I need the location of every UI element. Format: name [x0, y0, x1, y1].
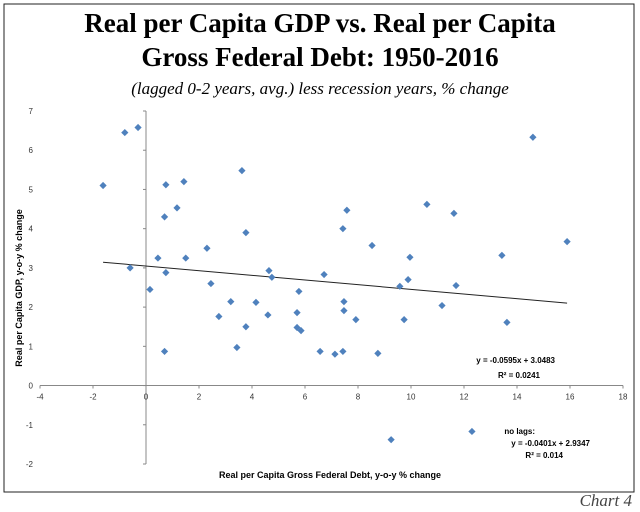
point: [238, 167, 246, 175]
x-tick-label: 8: [356, 393, 361, 402]
x-axis-label: Real per Capita Gross Federal Debt, y-o-…: [219, 470, 441, 480]
point: [126, 264, 134, 272]
point: [146, 285, 154, 294]
point: [154, 254, 162, 262]
y-tick-label: 0: [29, 382, 34, 391]
frame: [3, 3, 635, 493]
x-tick-label: 6: [303, 393, 308, 402]
y-tick-label: -1: [26, 421, 34, 430]
x-tick-label: 12: [460, 393, 469, 402]
point: [387, 436, 395, 444]
point: [374, 349, 382, 357]
point: [265, 267, 273, 275]
trend-r2: R² = 0.0241: [498, 371, 541, 380]
point: [162, 181, 170, 189]
point: [352, 316, 360, 324]
point: [293, 323, 301, 332]
point: [207, 279, 215, 288]
x-tick-label: 10: [407, 393, 416, 402]
x-tick-label: 2: [197, 393, 202, 402]
point: [295, 287, 303, 296]
point: [320, 270, 328, 279]
y-tick-label: 5: [29, 185, 34, 194]
y-tick-label: 1: [29, 342, 34, 351]
point: [340, 298, 348, 306]
point: [406, 253, 414, 261]
point: [293, 309, 301, 317]
x-tick-label: -2: [89, 393, 97, 402]
annotation: y = -0.0401x + 2.9347: [511, 439, 590, 448]
point: [252, 298, 260, 307]
point: [242, 228, 250, 237]
point: [264, 311, 272, 319]
y-tick-label: 3: [29, 264, 34, 273]
x-tick-label: 0: [144, 393, 149, 402]
y-axis-label: Real per Capita GDP, y-o-y % change: [14, 209, 24, 366]
point: [215, 312, 223, 321]
point: [180, 178, 188, 186]
point: [450, 209, 458, 217]
point: [400, 316, 408, 324]
chart-title: Real per Capita GDP vs. Real per Capita: [84, 8, 556, 38]
y-tick-label: 2: [29, 303, 34, 312]
point: [316, 347, 324, 356]
point: [134, 123, 142, 132]
point: [452, 281, 460, 290]
point: [297, 327, 305, 335]
point: [99, 181, 107, 190]
point: [173, 204, 181, 212]
point: [423, 200, 431, 208]
x-tick-label: 4: [250, 393, 255, 402]
point: [339, 225, 347, 233]
x-tick-label: 14: [513, 393, 522, 402]
point: [121, 128, 129, 137]
point: [233, 343, 241, 352]
point: [396, 282, 404, 290]
x-tick-label: 18: [619, 393, 628, 402]
point: [162, 268, 170, 277]
x-tick-label: 16: [566, 393, 575, 402]
point: [563, 238, 571, 246]
point: [268, 273, 276, 281]
point: [340, 307, 348, 315]
x-tick-label: -4: [36, 393, 44, 402]
point: [182, 254, 190, 262]
footer: Chart 4: [580, 491, 633, 510]
point: [339, 347, 347, 356]
point: [503, 318, 511, 327]
y-tick-label: 4: [29, 225, 34, 234]
trend-equation: y = -0.0595x + 3.0483: [476, 356, 555, 365]
point: [227, 298, 235, 306]
chart-title: Gross Federal Debt: 1950-2016: [141, 42, 498, 72]
y-tick-label: -2: [26, 460, 34, 469]
trendline: [103, 261, 568, 304]
point: [242, 323, 250, 331]
point: [203, 244, 211, 252]
point: [468, 427, 476, 436]
annotation: no lags:: [504, 427, 535, 436]
point: [160, 347, 169, 356]
point: [160, 213, 169, 221]
y-tick-label: 7: [29, 107, 34, 116]
chart-subtitle: (lagged 0-2 years, avg.) less recession …: [131, 79, 509, 98]
point: [404, 276, 412, 284]
y-tick-label: 6: [29, 146, 34, 155]
point: [343, 206, 351, 214]
point: [368, 241, 376, 250]
point: [331, 350, 339, 358]
annotation: R² = 0.014: [525, 451, 563, 460]
point: [438, 301, 446, 310]
point: [498, 251, 506, 259]
point: [529, 133, 537, 141]
